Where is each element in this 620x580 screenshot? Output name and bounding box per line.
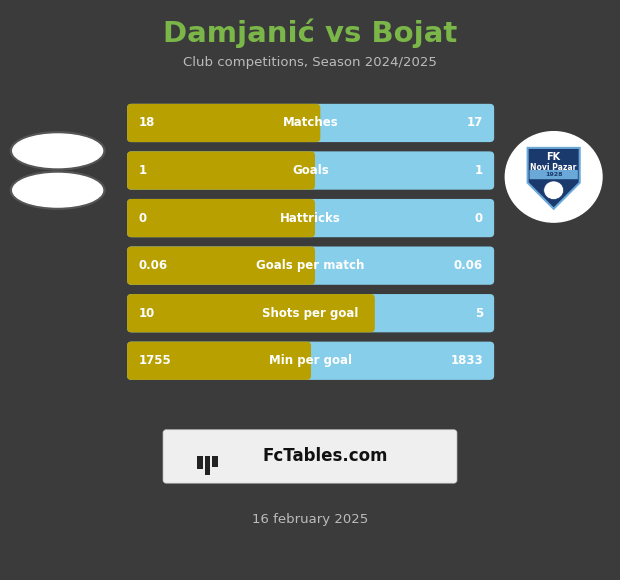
FancyBboxPatch shape — [127, 342, 311, 380]
FancyBboxPatch shape — [127, 342, 494, 380]
Text: Min per goal: Min per goal — [269, 354, 352, 367]
Polygon shape — [528, 148, 580, 209]
Text: FK: FK — [547, 151, 560, 162]
FancyBboxPatch shape — [127, 151, 315, 190]
FancyBboxPatch shape — [127, 246, 315, 285]
Text: 17: 17 — [467, 117, 483, 129]
Text: Club competitions, Season 2024/2025: Club competitions, Season 2024/2025 — [183, 56, 437, 68]
FancyBboxPatch shape — [127, 199, 494, 237]
Ellipse shape — [10, 131, 105, 171]
FancyBboxPatch shape — [127, 246, 494, 285]
FancyBboxPatch shape — [127, 104, 321, 142]
FancyBboxPatch shape — [163, 430, 457, 483]
Ellipse shape — [12, 173, 102, 207]
Text: 1: 1 — [138, 164, 146, 177]
FancyBboxPatch shape — [127, 294, 494, 332]
Circle shape — [505, 132, 602, 222]
Text: Novi Pazar: Novi Pazar — [531, 163, 577, 172]
FancyBboxPatch shape — [127, 199, 315, 237]
Ellipse shape — [12, 134, 102, 168]
Text: 1755: 1755 — [138, 354, 171, 367]
Text: Matches: Matches — [283, 117, 339, 129]
FancyBboxPatch shape — [127, 104, 494, 142]
Text: Goals: Goals — [292, 164, 329, 177]
Text: Goals per match: Goals per match — [257, 259, 365, 272]
Text: 0: 0 — [475, 212, 483, 224]
Text: 0: 0 — [138, 212, 146, 224]
Text: Hattricks: Hattricks — [280, 212, 341, 224]
Text: 5: 5 — [475, 307, 483, 320]
Text: 1928: 1928 — [545, 172, 562, 177]
Text: 0.06: 0.06 — [138, 259, 167, 272]
FancyBboxPatch shape — [529, 170, 578, 179]
Text: 16 february 2025: 16 february 2025 — [252, 513, 368, 525]
Circle shape — [544, 181, 564, 200]
FancyBboxPatch shape — [127, 294, 375, 332]
FancyBboxPatch shape — [205, 456, 210, 475]
FancyBboxPatch shape — [127, 151, 494, 190]
Text: Shots per goal: Shots per goal — [262, 307, 359, 320]
Text: 10: 10 — [138, 307, 154, 320]
Text: 18: 18 — [138, 117, 154, 129]
Ellipse shape — [10, 171, 105, 210]
Text: Damjanić vs Bojat: Damjanić vs Bojat — [163, 19, 457, 48]
Text: 0.06: 0.06 — [454, 259, 483, 272]
Text: 1: 1 — [475, 164, 483, 177]
FancyBboxPatch shape — [197, 456, 203, 469]
FancyBboxPatch shape — [212, 456, 218, 467]
Text: FcTables.com: FcTables.com — [263, 447, 388, 466]
Text: 1833: 1833 — [450, 354, 483, 367]
